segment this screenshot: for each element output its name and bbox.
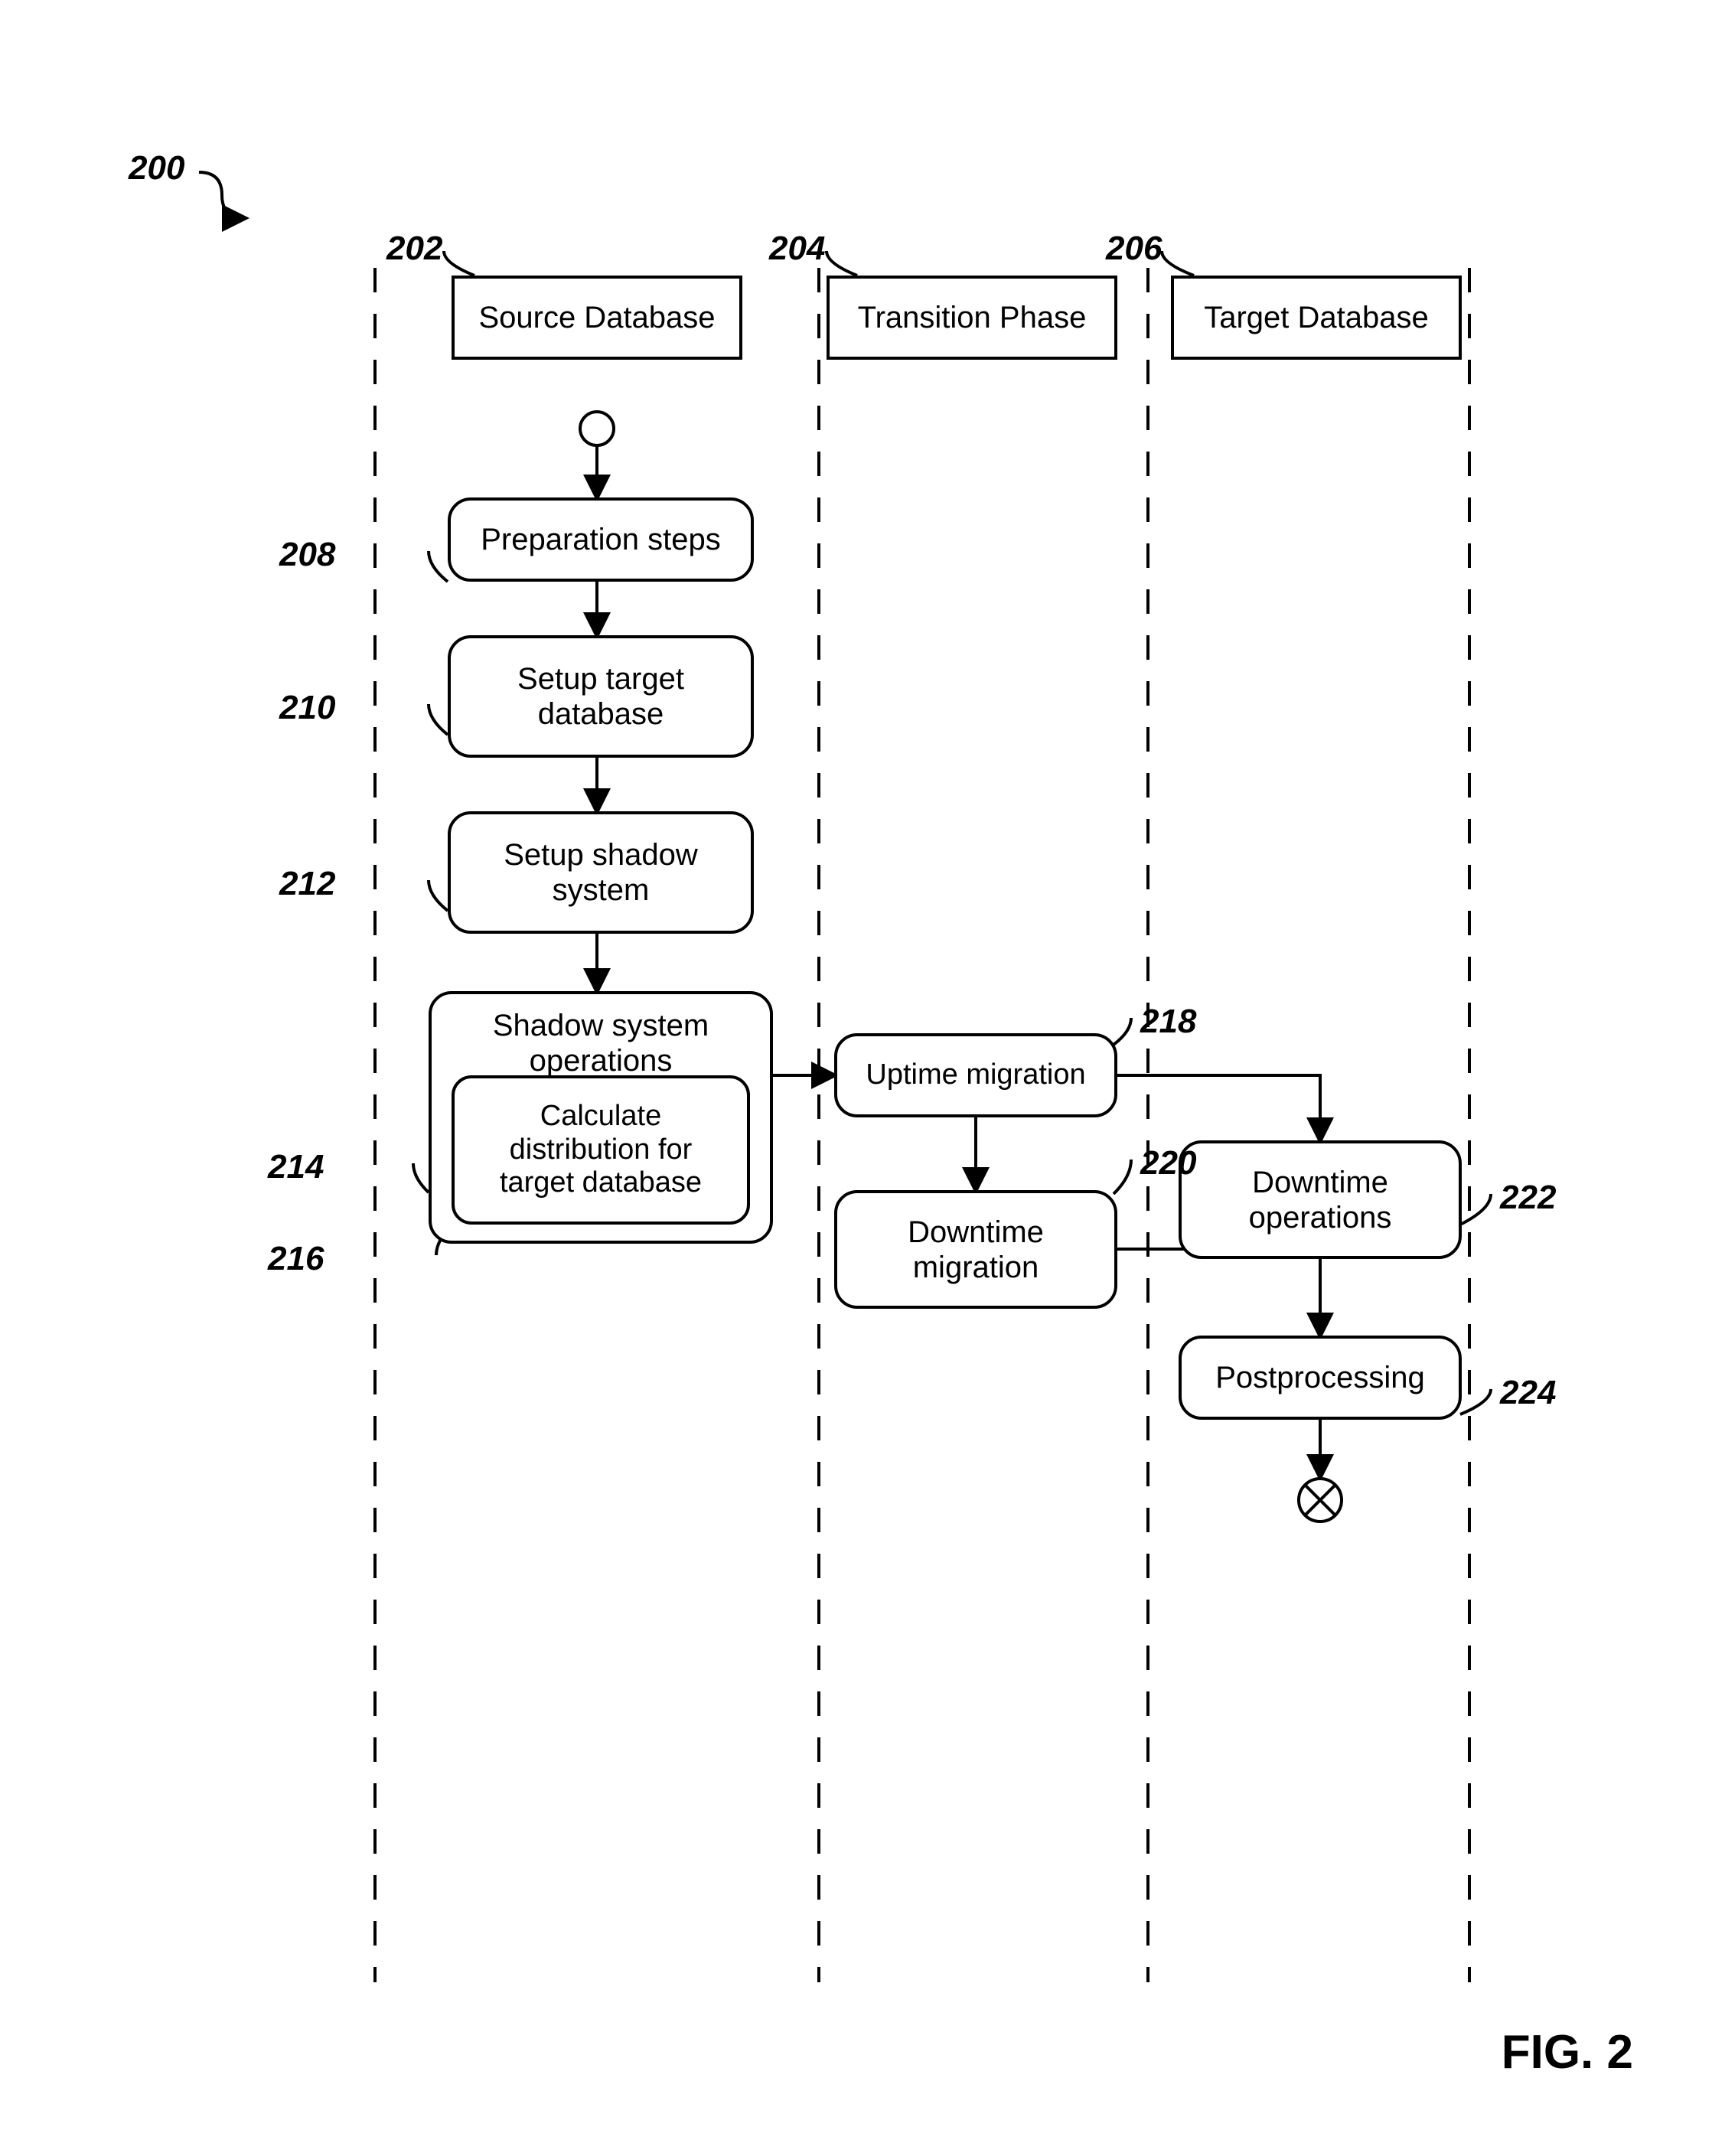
node-uptime-migration: Uptime migration xyxy=(834,1033,1117,1117)
ref-label-214: 214 xyxy=(268,1148,324,1186)
swimlane-header-source: Source Database xyxy=(452,276,742,360)
node-setup-shadow-system-label: Setup shadowsystem xyxy=(504,837,698,908)
diagram-stage: Source Database Transition Phase Target … xyxy=(0,0,1725,2156)
figure-caption: FIG. 2 xyxy=(1502,2025,1633,2079)
node-postprocessing: Postprocessing xyxy=(1179,1336,1462,1420)
node-downtime-migration: Downtimemigration xyxy=(834,1190,1117,1309)
ref-label-206: 206 xyxy=(1106,230,1162,268)
node-calculate-distribution-label: Calculatedistribution fortarget database xyxy=(500,1100,702,1200)
swimlane-header-target-label: Target Database xyxy=(1204,300,1429,335)
node-calculate-distribution: Calculatedistribution fortarget database xyxy=(452,1075,750,1225)
node-postprocessing-label: Postprocessing xyxy=(1215,1360,1424,1395)
ref-label-218: 218 xyxy=(1140,1003,1196,1041)
ref-label-216: 216 xyxy=(268,1240,324,1278)
node-downtime-operations-label: Downtimeoperations xyxy=(1249,1165,1392,1235)
ref-label-208: 208 xyxy=(279,536,335,574)
ref-label-204: 204 xyxy=(769,230,825,268)
node-downtime-migration-label: Downtimemigration xyxy=(908,1215,1044,1285)
ref-label-202: 202 xyxy=(386,230,442,268)
node-uptime-migration-label: Uptime migration xyxy=(866,1058,1085,1092)
ref-label-220: 220 xyxy=(1140,1144,1196,1182)
node-setup-shadow-system: Setup shadowsystem xyxy=(448,811,754,934)
node-downtime-operations: Downtimeoperations xyxy=(1179,1140,1462,1259)
node-setup-target-database: Setup targetdatabase xyxy=(448,635,754,758)
ref-label-210: 210 xyxy=(279,689,335,727)
ref-label-224: 224 xyxy=(1500,1374,1556,1412)
ref-label-212: 212 xyxy=(279,865,335,903)
swimlane-header-transition: Transition Phase xyxy=(827,276,1117,360)
swimlane-header-transition-label: Transition Phase xyxy=(858,300,1087,335)
node-setup-target-database-label: Setup targetdatabase xyxy=(517,661,684,732)
flow-edges xyxy=(597,445,1320,1477)
swimlane-header-target: Target Database xyxy=(1171,276,1462,360)
ref-label-222: 222 xyxy=(1500,1179,1556,1217)
node-shadow-system-operations-label: Shadow systemoperations xyxy=(493,994,709,1078)
ref-label-200: 200 xyxy=(129,149,184,188)
swimlane-header-source-label: Source Database xyxy=(478,300,715,335)
node-preparation-steps-label: Preparation steps xyxy=(481,522,721,557)
node-preparation-steps: Preparation steps xyxy=(448,497,754,582)
